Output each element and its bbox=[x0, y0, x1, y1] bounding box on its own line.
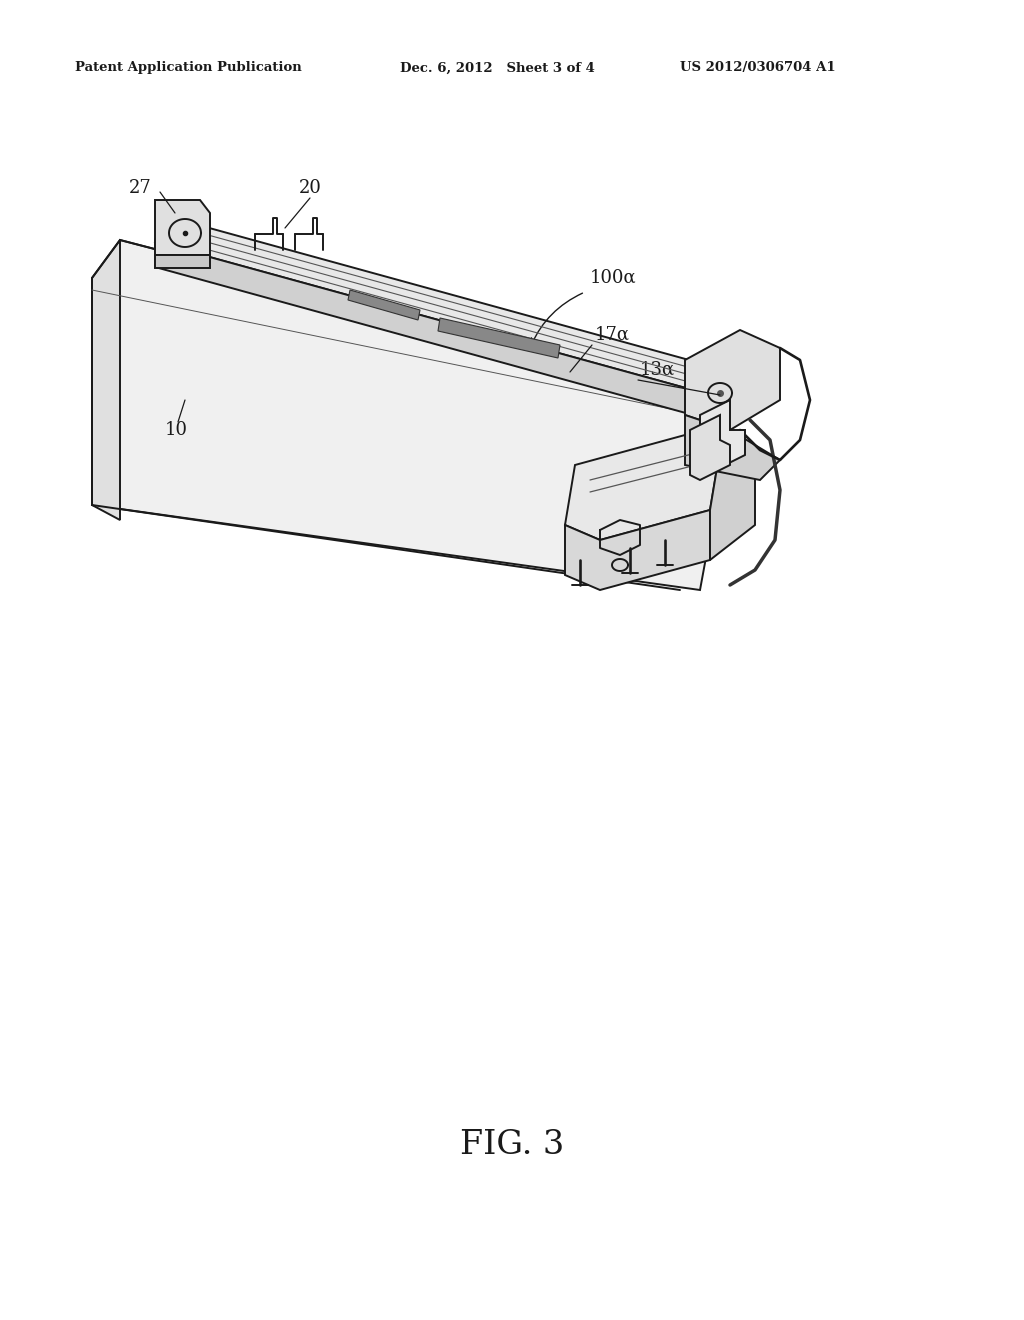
Polygon shape bbox=[155, 255, 210, 268]
Text: 27: 27 bbox=[129, 180, 152, 197]
Polygon shape bbox=[700, 400, 745, 470]
Polygon shape bbox=[565, 510, 710, 590]
Text: 13α: 13α bbox=[640, 360, 675, 379]
Polygon shape bbox=[155, 215, 162, 267]
Polygon shape bbox=[710, 450, 755, 560]
Text: Patent Application Publication: Patent Application Publication bbox=[75, 62, 302, 74]
Polygon shape bbox=[565, 436, 720, 540]
Text: FIG. 3: FIG. 3 bbox=[460, 1129, 564, 1162]
Polygon shape bbox=[438, 318, 560, 358]
Text: 20: 20 bbox=[299, 180, 322, 197]
Text: US 2012/0306704 A1: US 2012/0306704 A1 bbox=[680, 62, 836, 74]
Polygon shape bbox=[685, 414, 780, 480]
Polygon shape bbox=[685, 330, 780, 430]
Polygon shape bbox=[92, 240, 735, 590]
Polygon shape bbox=[155, 242, 693, 414]
Text: 10: 10 bbox=[165, 421, 188, 440]
Text: 17α: 17α bbox=[595, 326, 630, 345]
Polygon shape bbox=[690, 414, 730, 480]
Polygon shape bbox=[155, 215, 700, 389]
Polygon shape bbox=[92, 240, 120, 520]
Polygon shape bbox=[155, 201, 210, 255]
Text: Dec. 6, 2012   Sheet 3 of 4: Dec. 6, 2012 Sheet 3 of 4 bbox=[400, 62, 595, 74]
Text: 100α: 100α bbox=[590, 269, 637, 286]
Polygon shape bbox=[348, 290, 420, 319]
